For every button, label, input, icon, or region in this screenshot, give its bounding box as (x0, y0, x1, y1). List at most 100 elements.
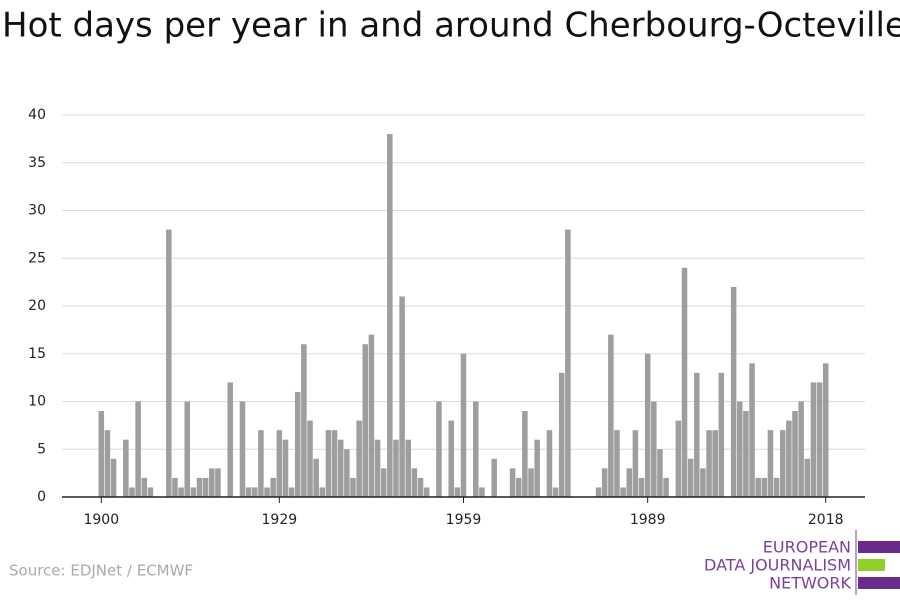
logo-text: DATA JOURNALISM (704, 556, 851, 575)
bar (319, 487, 326, 497)
bar (595, 487, 602, 497)
bar (718, 372, 725, 497)
bar (509, 468, 516, 497)
bar (135, 401, 141, 497)
bar (620, 487, 626, 497)
bar (436, 401, 442, 497)
y-tick-label: 0 (37, 489, 46, 505)
bar (147, 487, 154, 497)
bar (644, 353, 651, 497)
x-tick-label: 1929 (262, 512, 298, 528)
source: Source: EDJNet / ECMWF (9, 562, 193, 580)
bar (227, 382, 233, 497)
bar (110, 458, 117, 497)
chart-title: Hot days per year in and around Cherbour… (2, 6, 900, 46)
bar (344, 449, 350, 497)
bar (730, 286, 737, 497)
bar (393, 439, 399, 497)
bar (178, 487, 184, 497)
bar (651, 401, 657, 497)
bar (810, 382, 817, 497)
bar (129, 487, 135, 497)
bar (743, 411, 749, 497)
logo: EUROPEAN DATA JOURNALISM NETWORK (704, 530, 900, 595)
x-tick-label: 1900 (83, 512, 119, 528)
bar (546, 430, 553, 497)
y-tick-label: 20 (28, 298, 46, 314)
bar (736, 401, 743, 497)
bar (663, 477, 669, 497)
bar (294, 391, 301, 497)
bar (307, 420, 313, 497)
bar (356, 420, 362, 497)
bar (184, 401, 191, 497)
y-tick-label: 40 (28, 107, 46, 123)
x-tick-label: 1989 (630, 512, 666, 528)
bar (761, 477, 768, 497)
bar (288, 487, 295, 497)
bar (123, 439, 129, 497)
bar (380, 468, 387, 497)
bar (755, 477, 761, 497)
bar (252, 487, 258, 497)
bar (638, 477, 645, 497)
y-tick-label: 30 (28, 203, 46, 219)
bar (552, 487, 559, 497)
bar (792, 411, 798, 497)
bar (172, 477, 178, 497)
bar (350, 477, 356, 497)
bar (565, 229, 571, 497)
bar (786, 420, 792, 497)
bar (141, 477, 148, 497)
bar (264, 487, 270, 497)
bar (657, 449, 663, 497)
y-tick-label: 10 (28, 394, 46, 410)
y-tick-label: 15 (28, 346, 46, 362)
bar (417, 477, 424, 497)
bar (215, 468, 221, 497)
bar (816, 382, 823, 497)
logo-text: EUROPEAN (763, 538, 851, 557)
bar (614, 430, 620, 497)
bar (325, 430, 332, 497)
bar (687, 458, 694, 497)
bar (601, 468, 608, 497)
bar (515, 477, 522, 497)
bar (712, 430, 718, 497)
bar (473, 401, 479, 497)
bar (301, 344, 307, 497)
bar (626, 468, 633, 497)
bar (166, 229, 172, 497)
x-tick-label: 1959 (446, 512, 482, 528)
bar (239, 401, 246, 497)
y-tick-label: 5 (37, 441, 46, 457)
bar (608, 334, 614, 497)
bar (399, 296, 405, 497)
bar (528, 468, 534, 497)
logo-bar (858, 541, 900, 553)
y-tick-label: 25 (28, 250, 46, 266)
bar (479, 487, 485, 497)
bar (749, 363, 755, 497)
bar (675, 420, 682, 497)
bar (331, 430, 338, 497)
bar (313, 458, 319, 497)
bar (767, 430, 774, 497)
bar (798, 401, 804, 497)
bar (362, 344, 369, 497)
bar (282, 439, 289, 497)
bar (423, 487, 430, 497)
logo-bar (858, 559, 885, 571)
bar (98, 411, 105, 497)
bar (209, 468, 215, 497)
bar (558, 372, 565, 497)
bar (804, 458, 811, 497)
bar (448, 420, 454, 497)
bar (337, 439, 344, 497)
bar (491, 458, 497, 497)
logo-text: NETWORK (769, 574, 851, 593)
bar (368, 334, 375, 497)
bar (387, 134, 393, 497)
bar (454, 487, 461, 497)
